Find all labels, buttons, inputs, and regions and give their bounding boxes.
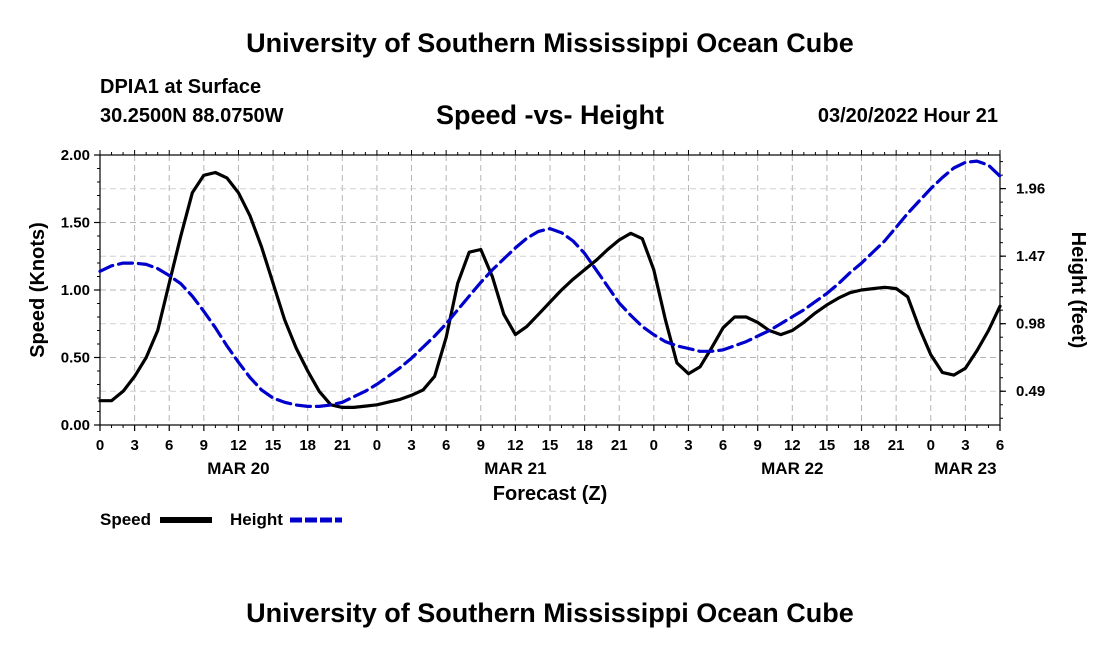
station-coordinates: 30.2500N 88.0750W [100, 105, 284, 127]
footer-title: University of Southern Mississippi Ocean… [246, 598, 854, 628]
day-label: MAR 23 [934, 459, 996, 478]
y-tick-label: 0.00 [61, 417, 90, 434]
x-tick-label: 9 [200, 437, 208, 454]
x-tick-label: 3 [961, 437, 969, 454]
x-tick-label: 21 [611, 437, 628, 454]
x-tick-label: 21 [334, 437, 351, 454]
series-group [98, 159, 1002, 409]
x-tick-label: 3 [407, 437, 415, 454]
x-axis-label: Forecast (Z) [493, 483, 607, 505]
speed-series-line [98, 170, 1002, 409]
height-series-line [98, 159, 1002, 408]
x-tick-label: 0 [927, 437, 935, 454]
y-tick-label: 1.00 [61, 282, 90, 299]
axis-labels: 0 3 6 9 12 15 18 21 0 3 6 9 12 15 18 21 0 3 6 9 12 15 18 21 0 3 6M… [61, 147, 1045, 478]
x-tick-label: 3 [684, 437, 692, 454]
x-tick-label: 15 [819, 437, 836, 454]
day-label: MAR 22 [761, 459, 823, 478]
y2-tick-label: 0.49 [1016, 383, 1045, 400]
forecast-datetime: 03/20/2022 Hour 21 [817, 105, 998, 127]
legend-label-height: Height [230, 510, 283, 529]
x-tick-label: 3 [130, 437, 138, 454]
x-tick-label: 0 [96, 437, 104, 454]
y-tick-label: 1.50 [61, 215, 90, 232]
x-tick-label: 18 [853, 437, 870, 454]
y2-tick-label: 0.98 [1016, 316, 1045, 333]
x-tick-label: 18 [299, 437, 316, 454]
x-tick-label: 6 [165, 437, 173, 454]
x-tick-label: 12 [784, 437, 801, 454]
y-tick-label: 2.00 [61, 147, 90, 164]
axis-ticks [94, 150, 1006, 431]
station-label: DPIA1 at Surface [100, 76, 262, 98]
y-tick-label: 0.50 [61, 350, 90, 367]
x-tick-label: 18 [576, 437, 593, 454]
grid [100, 155, 1000, 425]
x-tick-label: 6 [719, 437, 727, 454]
main-title: University of Southern Mississippi Ocean… [246, 28, 854, 58]
chart-subtitle: Speed -vs- Height [435, 100, 665, 130]
x-tick-label: 6 [996, 437, 1004, 454]
x-tick-label: 15 [542, 437, 559, 454]
y2-axis-label: Height (feet) [1067, 232, 1089, 349]
x-tick-label: 0 [373, 437, 381, 454]
y-axis-label: Speed (Knots) [27, 222, 49, 358]
day-label: MAR 21 [484, 459, 546, 478]
day-label: MAR 20 [207, 459, 269, 478]
x-tick-label: 21 [888, 437, 905, 454]
x-tick-label: 9 [754, 437, 762, 454]
x-tick-label: 6 [442, 437, 450, 454]
y2-tick-label: 1.96 [1016, 181, 1045, 198]
x-tick-label: 9 [477, 437, 485, 454]
x-tick-label: 12 [230, 437, 247, 454]
y2-tick-label: 1.47 [1016, 248, 1045, 265]
x-tick-label: 15 [265, 437, 282, 454]
x-tick-label: 0 [650, 437, 658, 454]
x-tick-label: 12 [507, 437, 524, 454]
legend: Speed Height [100, 510, 342, 529]
legend-label-speed: Speed [100, 510, 151, 529]
